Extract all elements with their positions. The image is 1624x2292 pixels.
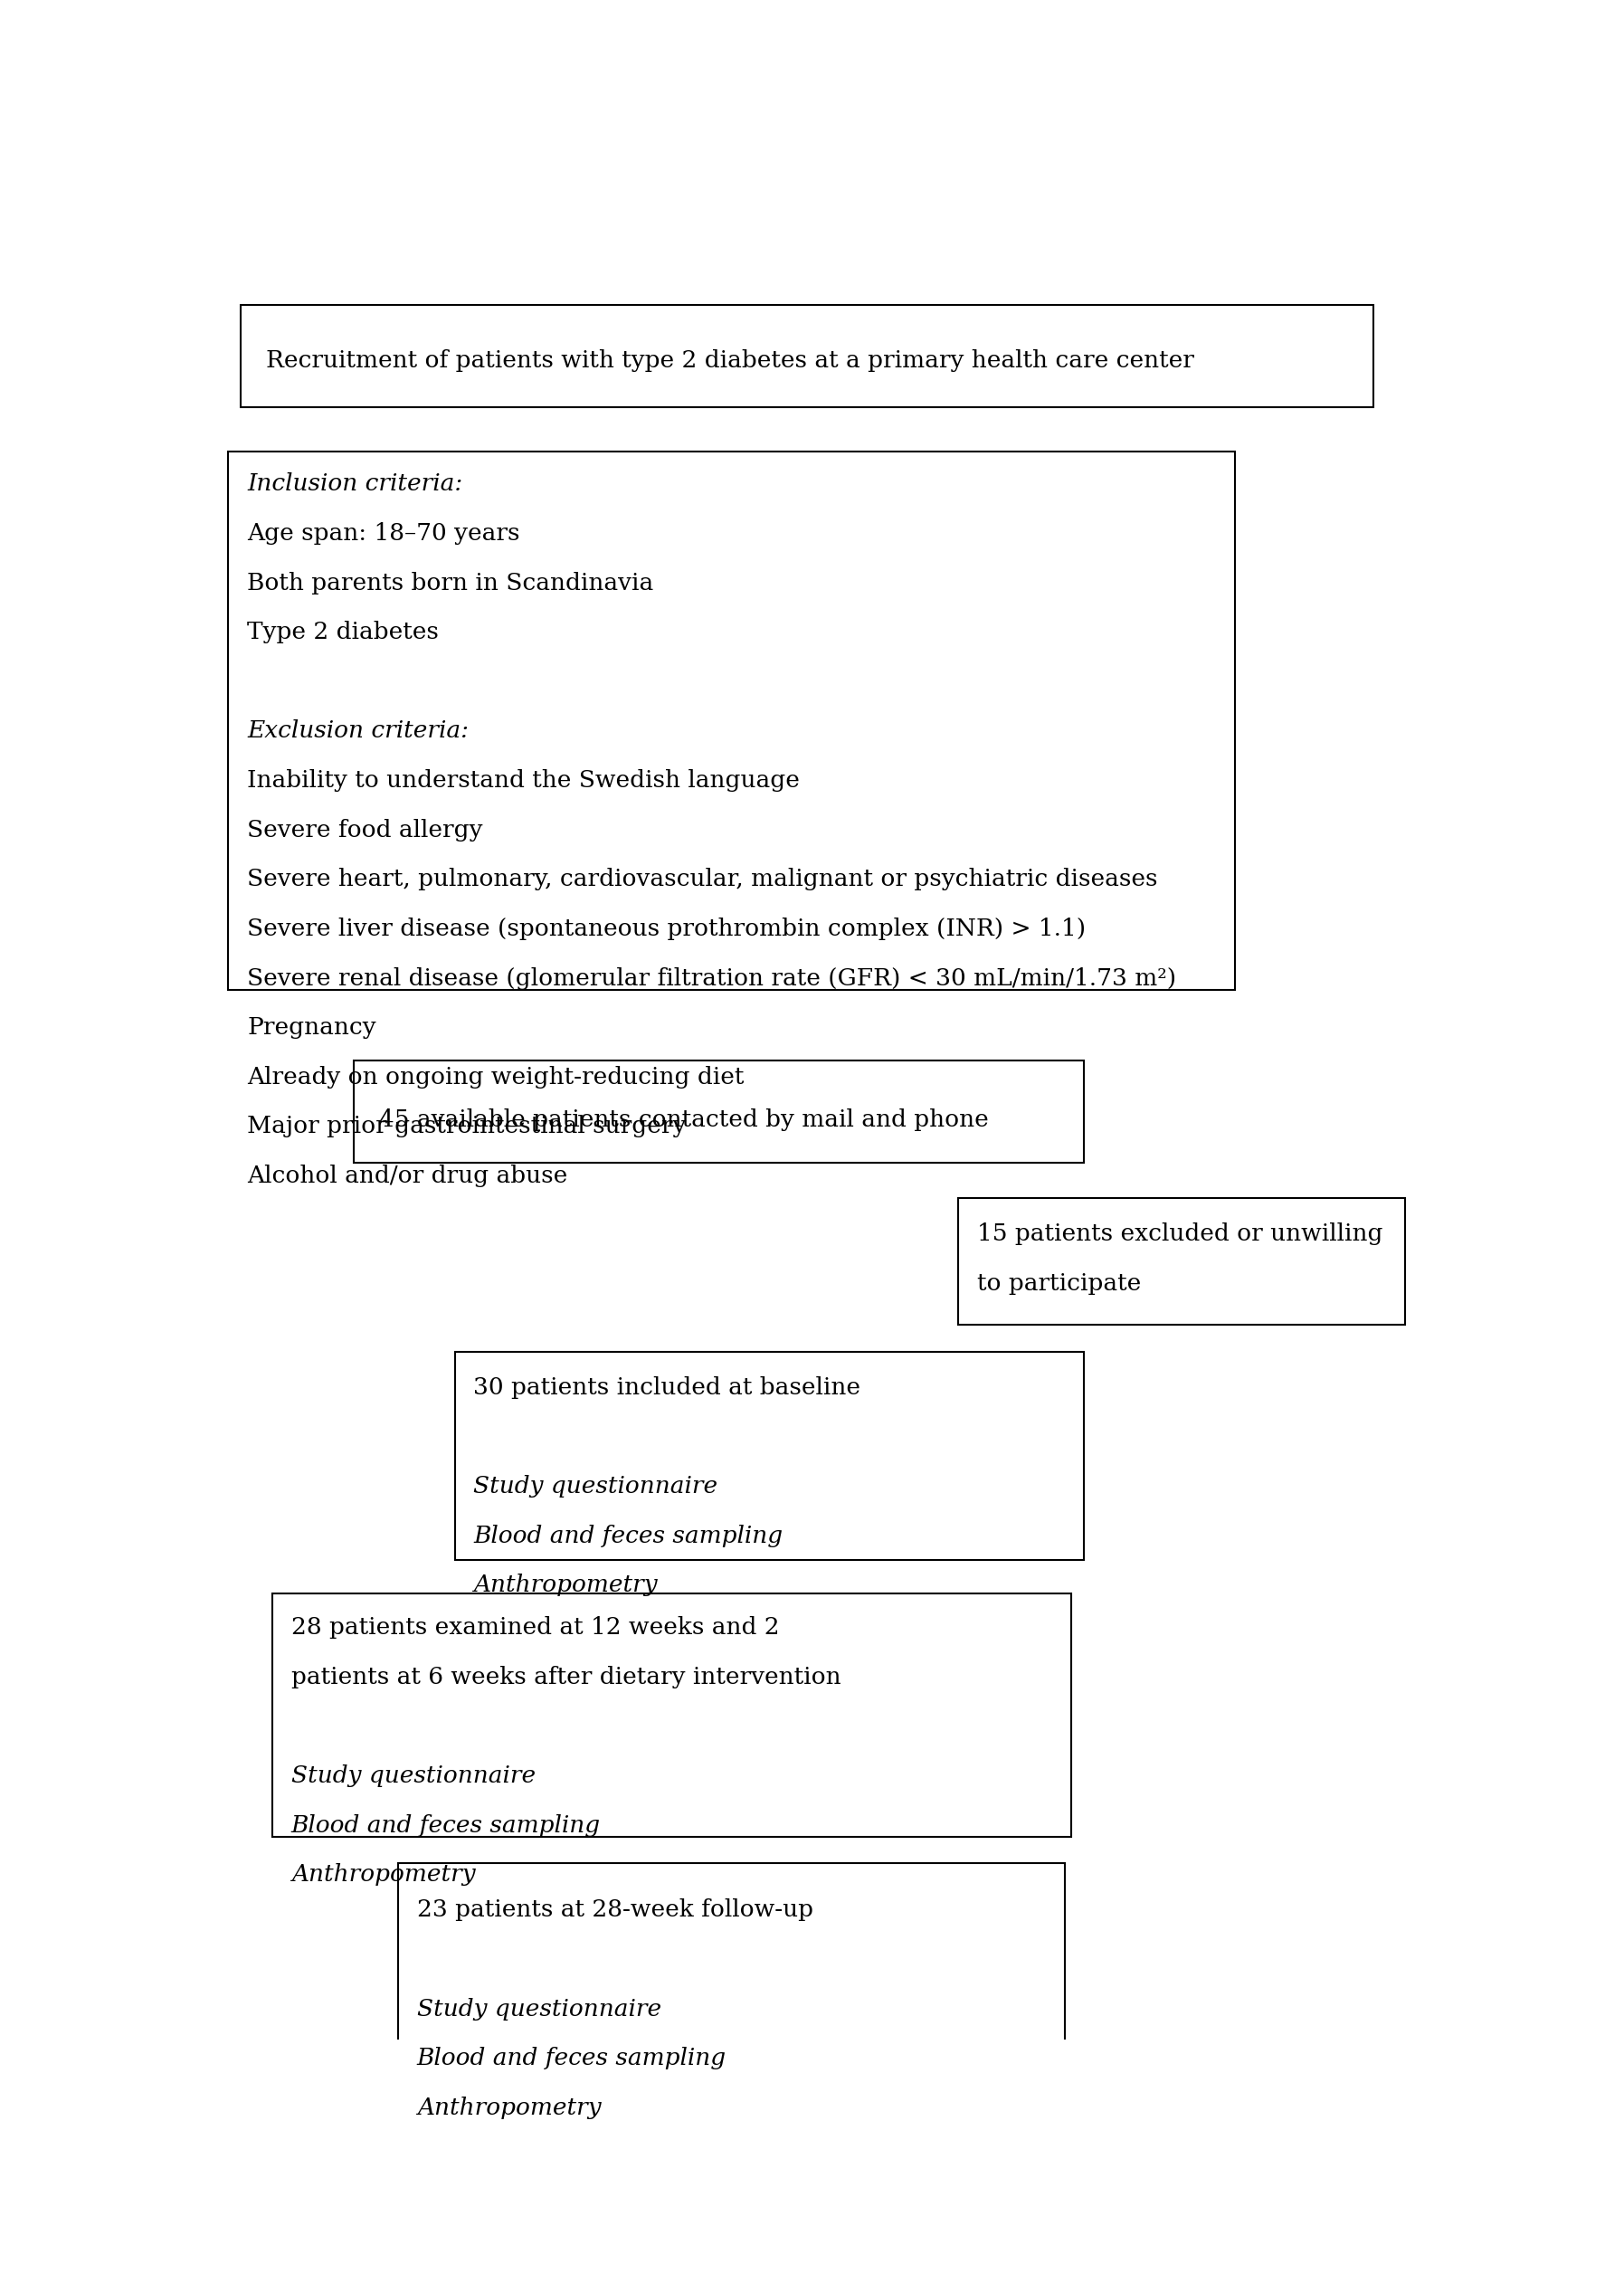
FancyBboxPatch shape: [398, 1863, 1065, 2120]
FancyBboxPatch shape: [227, 452, 1236, 990]
FancyBboxPatch shape: [354, 1061, 1085, 1162]
FancyBboxPatch shape: [958, 1199, 1405, 1325]
Text: Study questionnaire: Study questionnaire: [417, 1999, 661, 2019]
Text: patients at 6 weeks after dietary intervention: patients at 6 weeks after dietary interv…: [291, 1666, 841, 1689]
Text: Study questionnaire: Study questionnaire: [291, 1765, 536, 1788]
Text: 23 patients at 28-week follow-up: 23 patients at 28-week follow-up: [417, 1898, 814, 1921]
Text: Both parents born in Scandinavia: Both parents born in Scandinavia: [247, 571, 653, 594]
Text: 30 patients included at baseline: 30 patients included at baseline: [474, 1375, 861, 1398]
Text: Major prior gastrointestinal surgery: Major prior gastrointestinal surgery: [247, 1116, 687, 1137]
Text: Severe food allergy: Severe food allergy: [247, 818, 482, 841]
Text: Pregnancy: Pregnancy: [247, 1015, 377, 1038]
Text: Recruitment of patients with type 2 diabetes at a primary health care center: Recruitment of patients with type 2 diab…: [266, 348, 1194, 371]
Text: Age span: 18–70 years: Age span: 18–70 years: [247, 523, 520, 545]
Text: Inability to understand the Swedish language: Inability to understand the Swedish lang…: [247, 770, 799, 791]
Text: Anthropometry: Anthropometry: [474, 1575, 658, 1598]
Text: Blood and feces sampling: Blood and feces sampling: [291, 1813, 601, 1836]
FancyBboxPatch shape: [455, 1352, 1085, 1561]
Text: 45 available patients contacted by mail and phone: 45 available patients contacted by mail …: [380, 1107, 989, 1130]
Text: Severe heart, pulmonary, cardiovascular, malignant or psychiatric diseases: Severe heart, pulmonary, cardiovascular,…: [247, 869, 1158, 892]
Text: to participate: to participate: [978, 1272, 1142, 1295]
Text: Severe renal disease (glomerular filtration rate (GFR) < 30 mL/min/1.73 m²): Severe renal disease (glomerular filtrat…: [247, 967, 1176, 990]
Text: Exclusion criteria:: Exclusion criteria:: [247, 720, 469, 743]
Text: Blood and feces sampling: Blood and feces sampling: [474, 1524, 783, 1547]
Text: Anthropometry: Anthropometry: [291, 1863, 476, 1886]
Text: 28 patients examined at 12 weeks and 2: 28 patients examined at 12 weeks and 2: [291, 1616, 780, 1639]
FancyBboxPatch shape: [273, 1593, 1072, 1836]
Text: Already on ongoing weight-reducing diet: Already on ongoing weight-reducing diet: [247, 1066, 744, 1089]
Text: Anthropometry: Anthropometry: [417, 2097, 601, 2120]
Text: Blood and feces sampling: Blood and feces sampling: [417, 2047, 726, 2070]
FancyBboxPatch shape: [240, 305, 1374, 408]
Text: Type 2 diabetes: Type 2 diabetes: [247, 621, 438, 644]
Text: Alcohol and/or drug abuse: Alcohol and/or drug abuse: [247, 1164, 567, 1187]
Text: Inclusion criteria:: Inclusion criteria:: [247, 472, 463, 495]
Text: Severe liver disease (spontaneous prothrombin complex (INR) > 1.1): Severe liver disease (spontaneous prothr…: [247, 917, 1086, 940]
Text: 15 patients excluded or unwilling: 15 patients excluded or unwilling: [978, 1222, 1382, 1245]
Text: Study questionnaire: Study questionnaire: [474, 1476, 718, 1497]
